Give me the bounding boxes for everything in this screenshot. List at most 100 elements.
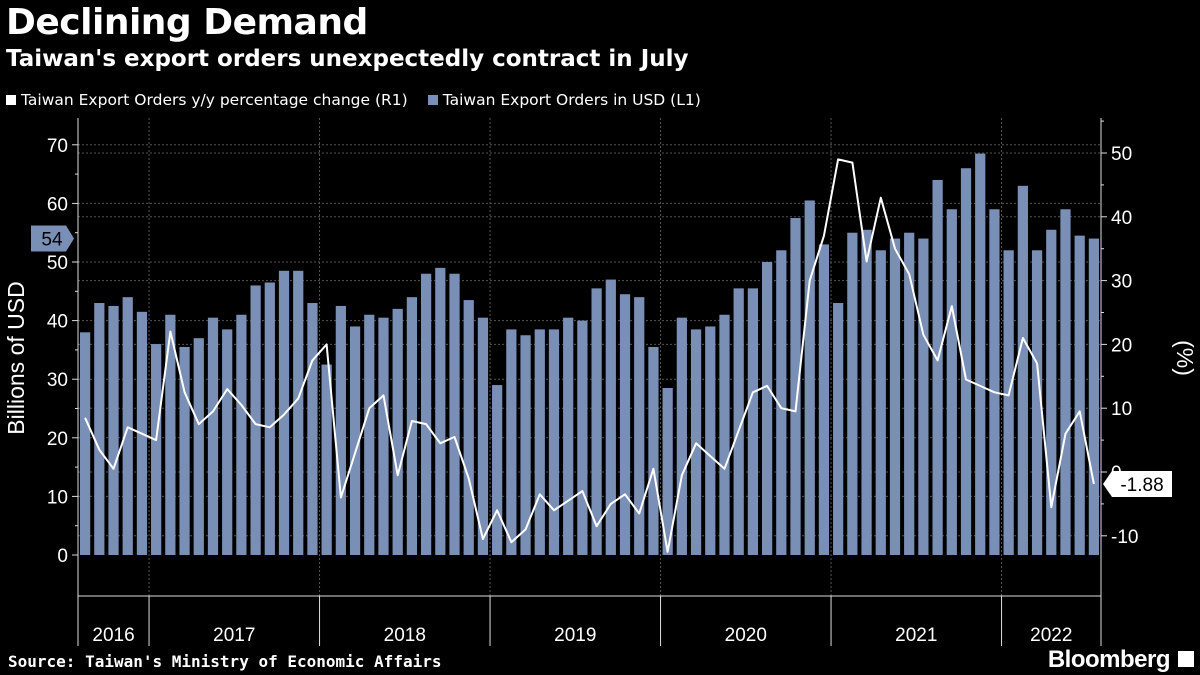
bar xyxy=(946,209,957,555)
bar xyxy=(364,314,375,555)
legend: Taiwan Export Orders y/y percentage chan… xyxy=(6,91,701,109)
bar xyxy=(94,303,105,555)
year-label: 2016 xyxy=(92,625,134,646)
bar xyxy=(207,317,219,555)
bar xyxy=(1088,238,1100,555)
year-label: 2020 xyxy=(725,625,767,646)
bar xyxy=(278,270,290,555)
bar xyxy=(918,238,929,555)
bar xyxy=(236,314,247,555)
left-axis-title: Billions of USD xyxy=(3,281,29,434)
bar xyxy=(1031,250,1043,555)
left-tick-label: 60 xyxy=(47,194,68,215)
bar xyxy=(222,329,233,555)
yoy-line xyxy=(84,158,1095,553)
bar xyxy=(790,218,801,556)
bar xyxy=(122,297,133,555)
bar xyxy=(151,344,162,555)
bar xyxy=(989,209,1000,555)
bar xyxy=(975,153,986,555)
bloomberg-terminal-icon xyxy=(1178,651,1194,667)
bar xyxy=(264,282,275,555)
bar-series xyxy=(79,153,1100,556)
bar xyxy=(804,200,815,555)
bar xyxy=(463,300,474,555)
left-tick-label: 30 xyxy=(47,370,68,391)
legend-item-yoy: Taiwan Export Orders y/y percentage chan… xyxy=(6,91,408,109)
bar xyxy=(435,267,446,555)
legend-item-usd: Taiwan Export Orders in USD (L1) xyxy=(427,91,701,109)
legend-label-yoy: Taiwan Export Orders y/y percentage chan… xyxy=(21,91,408,109)
legend-swatch-usd xyxy=(427,95,438,105)
bar xyxy=(1046,229,1057,555)
bar xyxy=(420,273,432,555)
bar xyxy=(818,244,830,556)
bar xyxy=(563,317,574,555)
left-tick-label: 40 xyxy=(47,312,68,333)
bar xyxy=(747,288,759,555)
bar xyxy=(1060,209,1071,555)
bar xyxy=(648,346,659,555)
bar xyxy=(705,326,716,555)
legend-label-usd: Taiwan Export Orders in USD (L1) xyxy=(442,91,701,109)
year-label: 2017 xyxy=(213,625,255,646)
bar xyxy=(165,314,176,555)
last-line-value-tag xyxy=(1103,470,1172,497)
bar xyxy=(833,303,844,555)
source-note: Source: Taiwan's Ministry of Economic Af… xyxy=(8,652,442,671)
bar xyxy=(321,364,332,555)
bar xyxy=(861,229,872,555)
bar xyxy=(591,288,602,555)
bar xyxy=(506,329,517,555)
bar xyxy=(619,294,631,555)
bar xyxy=(960,168,972,556)
bar xyxy=(733,288,744,555)
bar xyxy=(108,305,119,555)
year-label: 2022 xyxy=(1030,625,1072,646)
chart-subtitle: Taiwan's export orders unexpectedly cont… xyxy=(6,46,689,72)
bar xyxy=(1074,235,1085,555)
bar xyxy=(335,305,346,555)
bar xyxy=(193,338,204,555)
bar xyxy=(179,346,190,555)
left-tick-label: 0 xyxy=(57,546,68,567)
bar xyxy=(520,335,531,555)
bar xyxy=(676,317,687,555)
right-tick-label: 50 xyxy=(1111,144,1132,165)
left-tick-label: 10 xyxy=(47,487,68,508)
bar xyxy=(1003,250,1014,555)
bar xyxy=(1017,185,1028,555)
bar xyxy=(932,179,943,555)
bar xyxy=(477,317,489,555)
bar xyxy=(875,250,886,555)
last-bar-value-label: 54 xyxy=(41,230,63,251)
brand-logo: Bloomberg xyxy=(1047,646,1171,673)
right-tick-label: 30 xyxy=(1111,272,1132,293)
bar xyxy=(492,385,503,555)
last-line-value-label: -1.88 xyxy=(1120,475,1163,496)
right-axis-title: (%) xyxy=(1172,340,1198,376)
legend-swatch-yoy xyxy=(6,95,16,105)
year-label: 2018 xyxy=(384,625,426,646)
bar xyxy=(449,273,460,555)
right-tick-label: -10 xyxy=(1111,527,1138,548)
year-label: 2019 xyxy=(554,625,596,646)
bar xyxy=(250,285,261,555)
axes xyxy=(72,118,1107,646)
bar xyxy=(904,232,915,555)
bar xyxy=(577,320,588,555)
bar xyxy=(662,387,673,555)
bar xyxy=(293,270,304,555)
year-label: 2021 xyxy=(895,625,937,646)
chart-title: Declining Demand xyxy=(6,2,368,43)
bar xyxy=(761,262,773,555)
bar xyxy=(847,232,858,555)
bar xyxy=(406,297,418,555)
bar xyxy=(534,329,545,555)
bar xyxy=(79,332,91,555)
bar xyxy=(378,317,389,555)
right-tick-label: 10 xyxy=(1111,399,1132,420)
left-tick-label: 70 xyxy=(47,136,68,157)
bar xyxy=(634,297,645,555)
